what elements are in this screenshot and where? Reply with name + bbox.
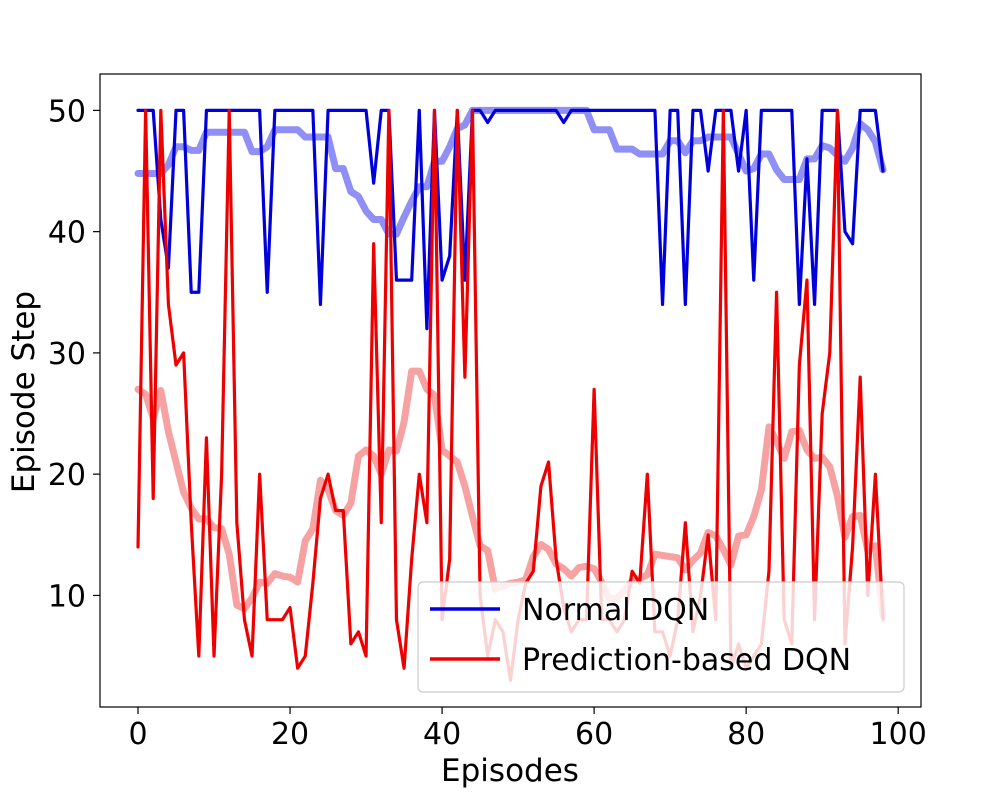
y-tick-label: 40 — [48, 216, 86, 251]
x-tick-label: 80 — [727, 717, 765, 752]
series-normal-dqn-line — [136, 108, 885, 331]
y-tick-label: 20 — [48, 458, 86, 493]
x-tick-label: 40 — [423, 717, 461, 752]
y-tick-label: 10 — [48, 579, 86, 614]
plot-frame — [99, 73, 922, 708]
x-tick-label: 0 — [128, 717, 147, 752]
y-axis-label: Episode Step — [6, 291, 42, 493]
x-tick-label: 20 — [271, 717, 309, 752]
legend-box — [417, 581, 905, 693]
y-tick-label: 30 — [48, 337, 86, 372]
x-tick-label: 100 — [870, 717, 927, 752]
legend: Normal DQN Prediction-based DQN — [417, 581, 905, 693]
x-axis-label: Episodes — [441, 753, 579, 789]
legend-label-prediction-based-dqn: Prediction-based DQN — [522, 643, 851, 678]
tick-layer: 0 20 40 60 80 100 10 20 30 40 50 — [48, 94, 927, 752]
y-tick-label: 50 — [48, 94, 86, 129]
x-tick-label: 60 — [575, 717, 613, 752]
legend-label-normal-dqn: Normal DQN — [522, 593, 709, 628]
